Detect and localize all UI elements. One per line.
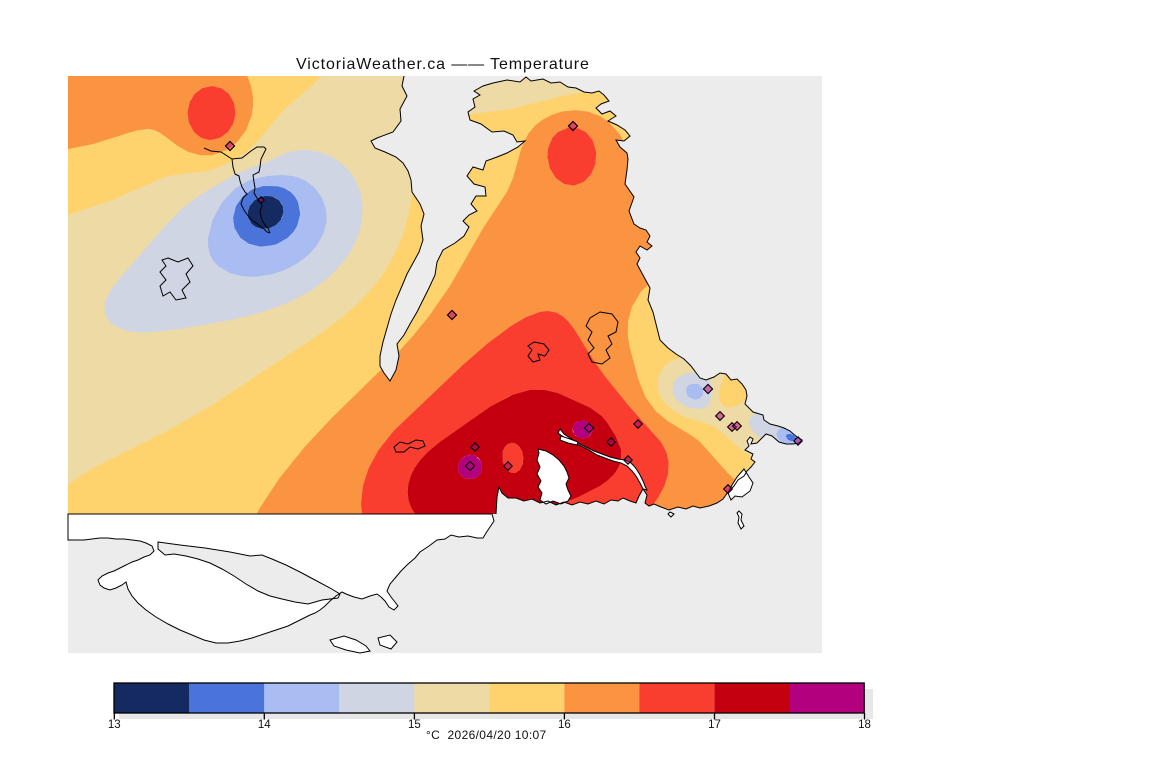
svg-text:VictoriaWeather.ca —— Temperat: VictoriaWeather.ca —— Temperature: [296, 56, 590, 73]
svg-text:16: 16: [558, 719, 571, 731]
svg-text:°C 2026/04/20 10:07: °C 2026/04/20 10:07: [426, 728, 547, 742]
svg-text:13: 13: [108, 719, 121, 731]
svg-text:18: 18: [858, 719, 871, 731]
svg-text:14: 14: [258, 719, 271, 731]
svg-text:17: 17: [708, 719, 721, 731]
svg-text:15: 15: [408, 719, 421, 731]
